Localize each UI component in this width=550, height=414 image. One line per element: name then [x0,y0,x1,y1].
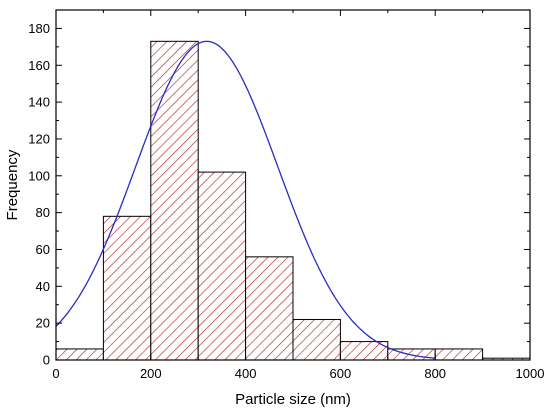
y-tick-label: 100 [28,168,50,183]
y-tick-label: 60 [36,242,50,257]
histogram-bar-3 [150,40,199,361]
histogram-bar-9 [434,348,484,361]
bars-layer [55,40,531,361]
histogram-bar-5 [245,256,294,361]
x-tick-label: 600 [330,366,352,381]
histogram-bar-2 [102,215,152,361]
y-tick-label: 140 [28,95,50,110]
histogram-bar-4 [197,171,247,361]
y-tick-label: 40 [36,279,50,294]
x-tick-label: 1000 [516,366,545,381]
x-tick-label: 0 [52,366,59,381]
ticks-layer: 0 200 400 600 800 1000 0 20 40 60 80 100 120 140 160 18… [28,10,544,381]
y-axis-title: Frequency [4,149,21,220]
y-tick-label: 20 [36,316,50,331]
x-tick-label: 400 [235,366,257,381]
y-tick-label: 180 [28,21,50,36]
x-tick-label: 200 [140,366,162,381]
y-tick-label: 120 [28,131,50,146]
y-tick-label: 80 [36,205,50,220]
normal-fit-curve [55,40,436,359]
y-tick-label: 0 [43,353,50,368]
histogram-bar-1 [55,348,104,361]
y-tick-label: 160 [28,58,50,73]
x-tick-label: 800 [424,366,446,381]
fit-layer [55,40,436,359]
x-axis-title: Particle size (nm) [235,391,351,408]
histogram-bar-6 [292,318,341,361]
